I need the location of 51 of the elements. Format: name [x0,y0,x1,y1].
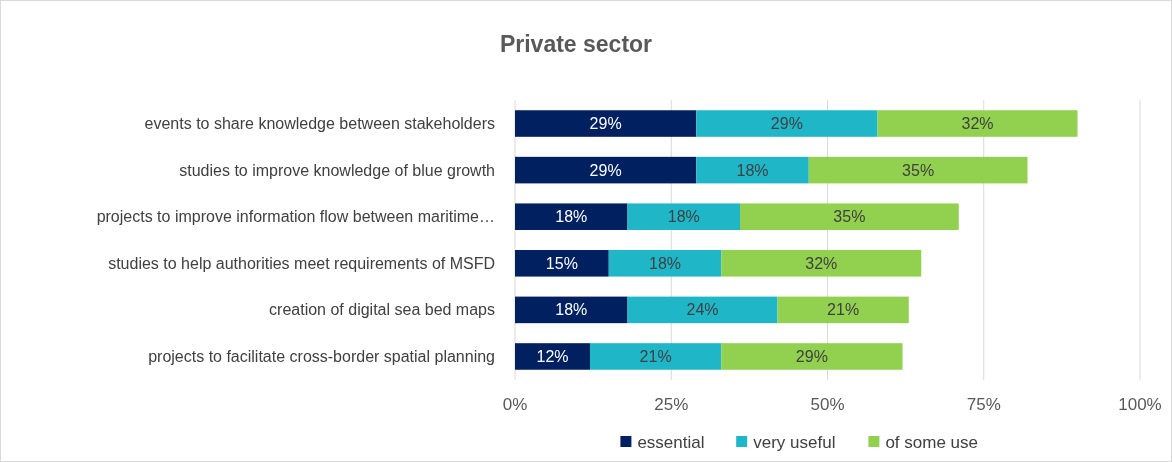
bar [777,296,909,324]
data-label: 35% [902,161,935,179]
bar [696,110,878,137]
x-tick-label: 25% [654,395,689,414]
data-label: 21% [639,348,672,366]
y-tick-label: projects to improve information flow between maritime… [96,208,495,226]
bar [515,203,628,230]
bar [696,156,809,184]
x-tick-label: 100% [1118,395,1162,414]
bar [515,110,697,137]
y-tick-label: creation of digital sea bed maps [269,301,495,319]
y-tick-label: studies to help authorities meet requirements of MSFD [108,254,495,272]
data-label: 18% [667,208,700,226]
data-label: 18% [648,254,682,272]
data-label: 18% [555,208,588,226]
y-tick-label: events to share knowledge between stakeholders [144,115,495,133]
data-label: 32% [961,115,994,133]
data-label: 29% [795,348,828,366]
bar [740,203,959,230]
data-label: 29% [589,161,622,179]
data-label: 32% [805,254,838,272]
data-label: 29% [770,115,803,133]
data-label: 29% [589,115,622,133]
x-tick-label: 75% [966,395,1001,414]
bar [721,250,922,277]
bar [627,296,778,324]
bar [627,203,740,230]
bar [608,250,722,277]
bar [590,343,722,370]
x-tick-label: 50% [810,395,845,414]
data-label: 35% [833,208,866,226]
bar [721,343,903,370]
chart-title: Private sector [499,31,653,57]
data-label: 21% [827,301,860,319]
legend-label: essential [637,432,705,452]
bar [877,110,1078,137]
bar [515,156,697,184]
data-label: 18% [736,161,769,179]
y-tick-label: studies to improve knowledge of blue growth [179,161,495,179]
data-label: 15% [545,254,578,272]
bar [515,343,590,370]
legend-label: of some use [885,432,979,452]
data-label: 12% [536,348,569,366]
bar [808,156,1028,184]
data-label: 18% [555,301,588,319]
y-tick-label: projects to facilitate cross-border spatial planning [148,348,495,366]
legend-label: very useful [753,432,836,452]
data-label: 24% [686,301,719,319]
bar [515,250,609,277]
x-tick-label: 0% [502,395,528,414]
bar [515,296,628,324]
